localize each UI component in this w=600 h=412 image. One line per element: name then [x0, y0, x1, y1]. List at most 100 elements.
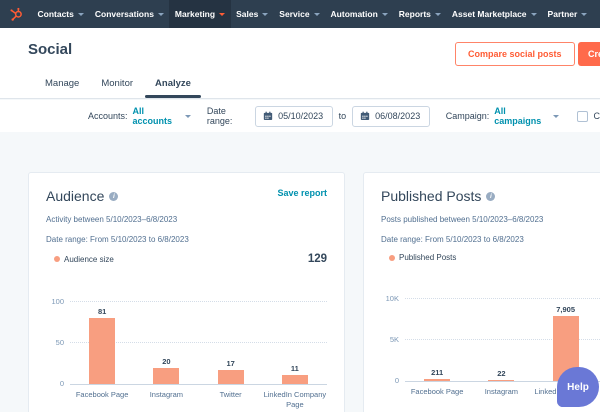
date-from-value: 05/10/2023: [278, 111, 324, 121]
audience-bar-chart: 0 50 100 81 20 17 11 Facebook Page Instagram Twit…: [46, 297, 327, 410]
accounts-dropdown[interactable]: All accounts: [133, 106, 191, 126]
create-social-post-button[interactable]: Cre: [578, 42, 600, 66]
chevron-down-icon: [184, 115, 191, 118]
nav-item-automation[interactable]: Automation: [325, 0, 393, 28]
date-range-label: Date range:: [206, 106, 233, 126]
info-icon[interactable]: [486, 191, 496, 201]
campaign-dropdown-value: All campaigns: [494, 106, 542, 126]
card-header: Audience Save report: [46, 188, 327, 204]
audience-report-card: Audience Save report Activity between 5/…: [28, 172, 345, 412]
nav-item-marketing[interactable]: Marketing: [169, 0, 231, 28]
legend-item: Audience size: [46, 255, 114, 264]
y-axis-tick: 5K: [389, 335, 399, 344]
accounts-dropdown-value: All accounts: [132, 106, 173, 126]
x-axis-label-linkedin-company-page: LinkedIn Company Page: [263, 390, 327, 409]
nav-item-partner[interactable]: Partner: [542, 0, 593, 28]
top-navbar: Contacts Conversations Marketing Sales Servi…: [0, 0, 600, 28]
nav-item-label: Sales: [236, 9, 259, 19]
card-title: Published Posts: [381, 188, 496, 204]
tab-monitor[interactable]: Monitor: [101, 78, 134, 89]
x-axis-label-instagram: Instagram: [149, 390, 184, 399]
audience-total-value: 129: [307, 253, 327, 265]
chevron-down-icon: [313, 13, 320, 16]
chevron-down-icon: [262, 13, 269, 16]
y-axis-tick: 10K: [385, 294, 399, 303]
bar-column: 11: [263, 303, 327, 384]
bar-value-label: 11: [290, 363, 299, 373]
clipped-checkbox-label: C: [593, 111, 600, 121]
bar-linkedin-company-page[interactable]: [281, 374, 308, 384]
bar-value-label: 22: [497, 369, 506, 378]
nav-item-label: Partner: [547, 9, 578, 19]
bar-columns: 81 20 17 11: [70, 303, 327, 384]
x-axis-label-twitter: Twitter: [219, 390, 242, 399]
x-axis-label-facebook-page: Facebook Page: [410, 387, 464, 396]
date-from-input[interactable]: 05/10/2023: [255, 105, 333, 127]
bar-facebook-page[interactable]: [89, 317, 116, 384]
y-axis-tick: 50: [55, 338, 64, 347]
filter-checkbox[interactable]: [577, 110, 589, 122]
bar-value-label: 81: [97, 306, 107, 316]
x-axis-label-instagram: Instagram: [484, 387, 519, 396]
bar-value-label: 211: [431, 368, 444, 378]
tab-bar: Manage Monitor Analyze: [34, 72, 202, 98]
nav-item-sales[interactable]: Sales: [231, 0, 274, 28]
chevron-down-icon: [219, 13, 226, 16]
accounts-label: Accounts:: [88, 111, 128, 121]
legend-label: Published Posts: [399, 253, 457, 262]
nav-item-label: Contacts: [37, 9, 74, 19]
bar-twitter[interactable]: [217, 370, 244, 384]
chart-plot-area: 0 50 100 81 20 17 11: [51, 297, 327, 388]
nav-item-label: Marketing: [174, 9, 216, 19]
bar-value-label: 17: [226, 359, 235, 369]
bar-value-label: 20: [162, 356, 171, 366]
x-axis-label-facebook-page: Facebook Page: [75, 390, 129, 399]
compare-social-posts-button[interactable]: Compare social posts: [455, 42, 575, 66]
bar-column: 17: [199, 303, 263, 384]
nav-item-contacts[interactable]: Contacts: [32, 0, 89, 28]
bar-column: 81: [70, 303, 134, 384]
legend-item: Published Posts: [381, 253, 456, 262]
bar-column: 211: [405, 300, 469, 381]
x-axis-labels: Facebook Page Instagram Twitter LinkedIn Co…: [70, 390, 327, 410]
card-title: Audience: [46, 188, 119, 204]
nav-item-reports[interactable]: Reports: [393, 0, 446, 28]
campaign-dropdown[interactable]: All campaigns: [494, 106, 560, 126]
chevron-down-icon: [434, 13, 441, 16]
nav-item-label: Conversations: [94, 9, 154, 19]
campaign-label: Campaign:: [445, 111, 490, 121]
date-range-line: Date range: From 5/10/2023 to 6/8/2023: [381, 235, 524, 244]
nav-items: Contacts Conversations Marketing Sales Servi…: [32, 0, 593, 28]
bar-facebook-page[interactable]: [424, 379, 451, 381]
chevron-down-icon: [553, 115, 560, 118]
save-report-link[interactable]: Save report: [277, 188, 327, 198]
legend-dot-icon: [54, 256, 60, 262]
tab-analyze[interactable]: Analyze: [144, 72, 202, 98]
nav-item-service[interactable]: Service: [274, 0, 325, 28]
published-posts-report-card: Published Posts Posts published between …: [363, 172, 600, 412]
bar-instagram[interactable]: [153, 367, 180, 384]
date-to-input[interactable]: 06/08/2023: [352, 105, 430, 127]
tab-manage[interactable]: Manage: [45, 78, 80, 89]
calendar-icon: [263, 111, 273, 120]
to-label: to: [338, 111, 347, 121]
calendar-icon: [360, 111, 370, 120]
info-icon[interactable]: [109, 191, 119, 201]
hubspot-sprocket-icon[interactable]: [0, 0, 32, 28]
legend-label: Audience size: [64, 254, 114, 264]
legend-dot-icon: [389, 254, 395, 261]
activity-subtitle: Activity between 5/10/2023–6/8/2023: [46, 215, 178, 224]
page-title: Social: [28, 41, 73, 58]
filter-bar: Accounts: All accounts Date range: 05/10…: [0, 100, 600, 132]
nav-item-asset-marketplace[interactable]: Asset Marketplace: [446, 0, 542, 28]
gridline: [70, 301, 327, 302]
help-button[interactable]: Help: [557, 367, 599, 407]
nav-icons: [593, 0, 600, 28]
chevron-down-icon: [530, 13, 537, 16]
bar-column: 22: [469, 300, 533, 381]
y-axis-tick: 0: [394, 376, 399, 385]
bar-instagram[interactable]: [488, 380, 515, 381]
nav-item-conversations[interactable]: Conversations: [89, 0, 169, 28]
posts-subtitle: Posts published between 5/10/2023–6/8/20…: [381, 215, 544, 224]
nav-item-label: Service: [279, 9, 310, 19]
